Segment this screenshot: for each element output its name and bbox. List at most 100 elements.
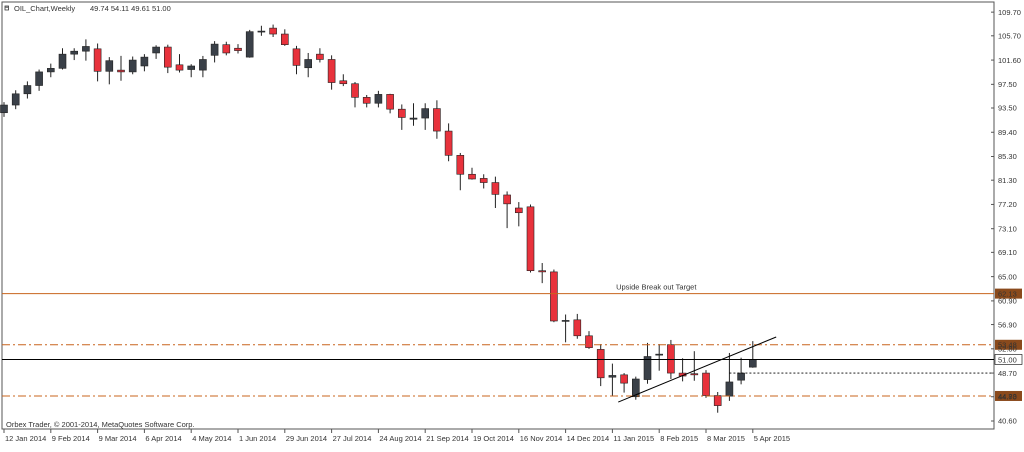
candle-body [234,47,242,51]
bear-candle [702,370,710,398]
candle-body [374,94,383,104]
ohlc-readout: 49.74 54.11 49.61 51.00 [90,4,171,13]
candle-body [105,60,114,72]
y-tick-label: 44.70 [998,392,1017,401]
bear-candle [280,29,289,46]
bear-candle [316,48,324,63]
bull-candle [70,48,78,61]
bull-candle [199,55,207,78]
candle-body [245,31,254,58]
candle-body [199,59,207,71]
y-tick-label: 69.10 [998,248,1017,257]
y-tick-label: 93.50 [998,104,1017,113]
bear-candle [468,167,476,180]
bear-candle [292,45,301,75]
x-tick-label: 24 Aug 2014 [379,434,421,443]
breakout-target-price-label: 62.13 [998,289,1017,298]
y-tick-label: 97.50 [998,80,1017,89]
x-tick-label: 9 Feb 2014 [52,434,90,443]
candle-body [386,94,394,110]
candle-body [93,48,102,72]
candle-body [152,46,160,54]
bull-candle [128,56,137,75]
candle-body [573,319,582,337]
y-tick-label: 56.90 [998,320,1017,329]
x-tick-label: 21 Sep 2014 [426,434,469,443]
y-tick-label: 60.90 [998,297,1017,306]
bear-candle [327,55,336,90]
bull-candle [58,48,67,70]
candle-body [561,320,570,322]
bear-candle [491,176,500,208]
bear-candle [117,55,125,81]
bear-candle [386,93,394,114]
candle-body [257,30,266,33]
candle-body [421,108,430,119]
candle-body [82,46,90,52]
candle-body [187,65,195,70]
candle-body [514,207,523,214]
bear-candle [550,269,558,323]
bear-candle [339,74,348,87]
y-tick-label: 73.10 [998,224,1017,233]
candle-body [725,381,734,397]
candle-body [444,130,453,156]
bear-candle [596,344,605,387]
candle-body [491,182,500,195]
candle-body [280,33,289,45]
bear-candle [234,44,242,54]
bull-candle [655,344,664,371]
candle-body [304,59,313,69]
candle-body [327,59,336,83]
bear-candle [526,204,535,273]
candle-body [456,155,465,175]
bull-candle [23,81,32,99]
candle-body [667,344,675,374]
bull-candle [421,103,430,130]
candle-body [620,374,628,384]
chart-symbol: OIL_Chart,Weekly [14,4,75,13]
bear-candle [93,43,102,82]
candle-body [175,64,184,71]
candle-body [538,270,547,273]
bull-candle [105,57,114,85]
candle-body [23,85,32,95]
candle-body [316,53,324,60]
y-tick-label: 48.70 [998,369,1017,378]
bear-candle [620,373,628,393]
bull-candle [187,64,195,78]
candle-body [117,69,125,73]
x-tick-label: 5 Apr 2015 [754,434,790,443]
y-tick-label: 77.20 [998,200,1017,209]
x-tick-label: 16 Nov 2014 [520,434,563,443]
x-tick-label: 12 Jan 2014 [5,434,46,443]
candle-body [0,104,8,114]
candle-body [11,93,20,106]
x-tick-label: 8 Mar 2015 [707,434,745,443]
bear-candle [164,44,172,74]
candle-body [702,372,710,396]
bear-candle [433,100,441,139]
candle-body [596,349,605,379]
candle-body [631,378,640,398]
bull-candle [245,29,254,58]
bear-candle [175,54,184,73]
bear-candle [222,41,231,56]
bear-candle [538,263,547,284]
x-tick-label: 11 Jan 2015 [613,434,654,443]
rising-trendline [618,336,777,403]
bear-candle [444,123,453,162]
bull-candle [35,69,43,91]
y-tick-label: 109.70 [998,8,1021,17]
y-tick-label: 101.60 [998,56,1021,65]
candle-body [210,43,219,56]
candle-body [713,395,722,406]
bull-candle [737,357,745,385]
candle-body [351,83,359,98]
current-price-price-tag [994,354,1023,365]
bull-candle [304,52,313,78]
candle-body [550,271,558,322]
candle-body [222,44,231,54]
